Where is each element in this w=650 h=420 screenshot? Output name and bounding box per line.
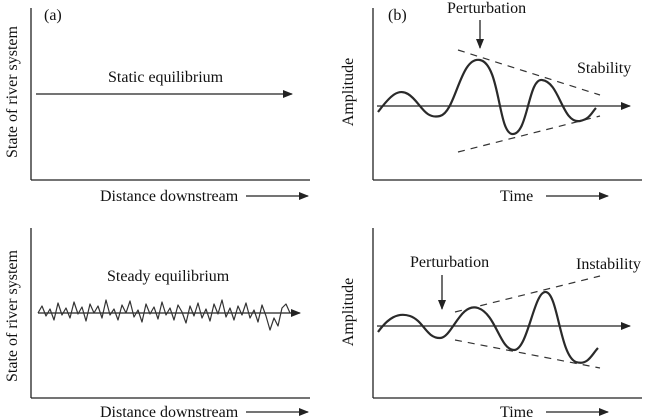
- x-axis-label: Distance downstream: [100, 188, 239, 205]
- y-axis-label: State of river system: [4, 249, 21, 382]
- x-axis-label: Distance downstream: [100, 404, 239, 420]
- x-axis-label: Time: [500, 404, 533, 420]
- y-axis-label: State of river system: [4, 25, 21, 158]
- panel-static-equilibrium: (a) State of river system Distance downs…: [4, 7, 310, 205]
- panel-stability: (b) Amplitude Time Perturbation Stabilit…: [340, 0, 642, 205]
- perturbation-label: Perturbation: [410, 254, 489, 271]
- instability-label: Instability: [576, 256, 641, 273]
- y-axis-label: Amplitude: [340, 58, 357, 126]
- panel-instability: Amplitude Time Perturbation Instability: [340, 228, 642, 420]
- panel-steady-equilibrium: State of river system Distance downstrea…: [4, 228, 310, 420]
- growing-oscillation-curve: [377, 290, 599, 364]
- panel-b-label: (b): [388, 7, 407, 24]
- lower-envelope: [454, 339, 601, 369]
- perturbation-label: Perturbation: [447, 0, 526, 17]
- fluctuating-state-line: [37, 299, 291, 331]
- y-axis-label: Amplitude: [340, 278, 357, 346]
- stability-label: Stability: [577, 60, 631, 77]
- panel-a-label: (a): [44, 7, 62, 24]
- steady-equilibrium-label: Steady equilibrium: [107, 268, 230, 285]
- static-equilibrium-label: Static equilibrium: [108, 69, 224, 86]
- x-axis-label: Time: [500, 188, 533, 205]
- damped-oscillation-curve: [377, 58, 597, 136]
